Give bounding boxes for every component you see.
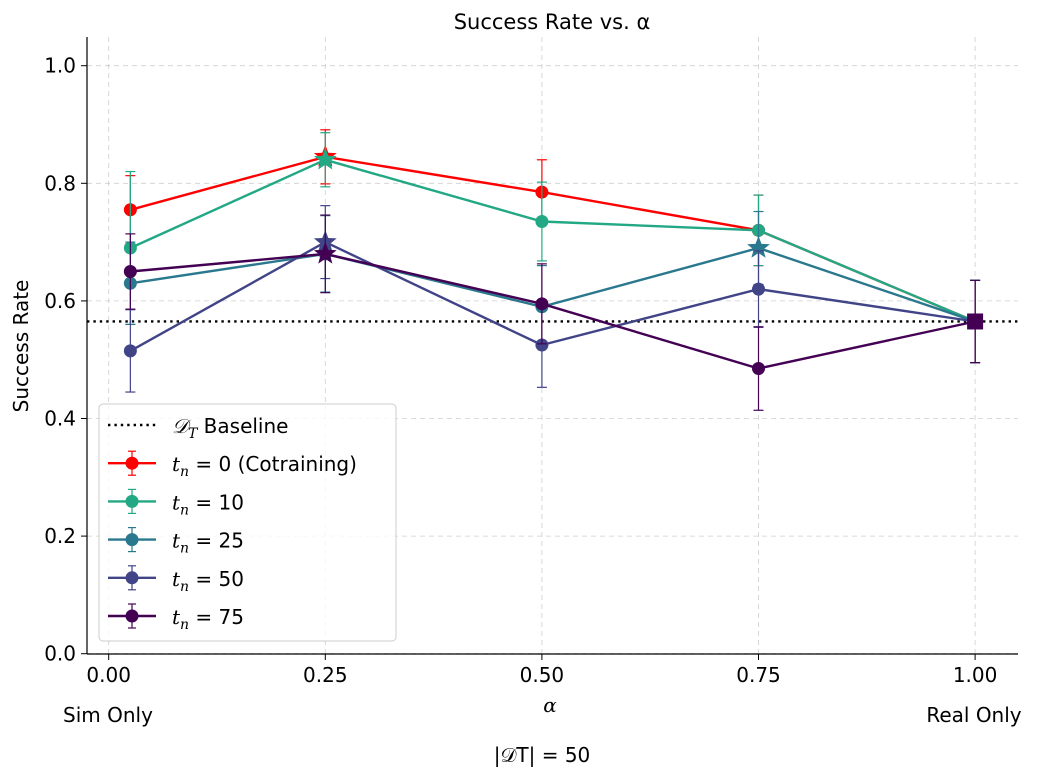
legend-label-rest: = 25 — [189, 529, 244, 553]
legend-marker — [125, 609, 139, 623]
y-tick-label: 1.0 — [44, 54, 76, 78]
legend-label: tn = 75 — [172, 605, 244, 633]
best-star-marker — [313, 147, 337, 170]
legend-math-sub: n — [180, 579, 189, 595]
legend-math-t: t — [172, 567, 181, 591]
ticks: 0.00 0.25 0.50 0.75 1.00 0.0 0.2 0.4 0.6 0.8 1.0 — [44, 54, 997, 687]
series-0 — [123, 129, 981, 364]
y-tick-label: 0.2 — [44, 524, 76, 548]
legend-label-rest: = 0 (Cotraining) — [189, 452, 357, 476]
legend-item-series-1: tn = 10 — [108, 488, 244, 518]
series-1 — [123, 132, 981, 364]
legend-item-series-2: tn = 25 — [108, 526, 244, 557]
legend-item-baseline: 𝒟T Baseline — [108, 414, 288, 442]
legend-math-t: t — [172, 529, 181, 553]
data-point — [535, 338, 549, 352]
legend-math-sub: n — [180, 617, 189, 633]
legend-marker — [125, 571, 139, 585]
x-axis-label: α — [543, 693, 557, 717]
legend-item-series-3: tn = 50 — [108, 565, 244, 595]
best-star-marker — [747, 236, 770, 258]
sim-only-label: Sim Only — [63, 703, 153, 727]
series-line — [130, 252, 976, 370]
legend-label-rest: = 10 — [189, 490, 244, 514]
series-4 — [123, 214, 984, 411]
legend-math-sub: n — [180, 502, 189, 518]
data-point — [752, 362, 765, 376]
axes — [86, 37, 1018, 655]
y-axis-label: Success Rate — [9, 280, 33, 413]
best-star-marker — [313, 241, 337, 264]
legend-label-rest: = 75 — [189, 605, 244, 629]
legend-item-series-4: tn = 75 — [108, 603, 244, 633]
legend-frame — [98, 403, 397, 642]
x-tick-label: 0.75 — [736, 663, 781, 687]
x-tick-label: 1.00 — [953, 663, 998, 687]
real-only-label: Real Only — [926, 703, 1021, 727]
y-tick-label: 0.6 — [44, 289, 76, 313]
legend-math-t: t — [172, 490, 181, 514]
series-line — [130, 155, 976, 323]
data-point — [752, 282, 765, 296]
legend-label: tn = 25 — [172, 529, 244, 557]
legend-baseline-text: Baseline — [197, 414, 288, 438]
legend-math-t: t — [172, 605, 181, 629]
legend-baseline-label: 𝒟T Baseline — [172, 414, 288, 442]
legend-item-series-0: tn = 0 (Cotraining) — [108, 450, 357, 480]
y-tick-label: 0.0 — [44, 642, 76, 666]
dataset-size-footnote: |𝒟T| = 50 — [494, 743, 591, 767]
data-point — [123, 344, 137, 358]
x-tick-label: 0.25 — [303, 663, 348, 687]
series-line — [129, 240, 976, 352]
x-tick-label: 0.50 — [520, 663, 565, 687]
legend-math-sub: n — [180, 541, 189, 557]
legend-label-rest: = 50 — [189, 567, 244, 591]
legend-marker — [125, 533, 139, 547]
x-tick-label: 0.00 — [86, 663, 131, 687]
legend-math-d: 𝒟 — [172, 414, 192, 438]
chart-title: Success Rate vs. α — [454, 10, 651, 34]
legend-marker — [125, 494, 139, 508]
chart-title-text: Success Rate vs. α — [454, 10, 651, 34]
legend-math-sub: T — [188, 426, 199, 442]
series-line — [129, 158, 976, 323]
legend-math-t: t — [172, 452, 181, 476]
data-point — [535, 215, 549, 229]
series-3 — [123, 205, 981, 393]
data-point — [535, 297, 549, 311]
y-tick-label: 0.4 — [44, 407, 76, 431]
data-point — [123, 265, 137, 278]
series-group — [123, 129, 984, 411]
legend-marker — [125, 456, 139, 470]
real-only-square-marker — [967, 313, 984, 330]
legend-math-sub: n — [180, 464, 189, 480]
legend-label: tn = 0 (Cotraining) — [172, 452, 357, 480]
legend-label: tn = 50 — [172, 567, 244, 595]
series-2 — [123, 210, 981, 364]
y-tick-label: 0.8 — [44, 171, 76, 195]
legend-label: tn = 10 — [172, 490, 244, 518]
